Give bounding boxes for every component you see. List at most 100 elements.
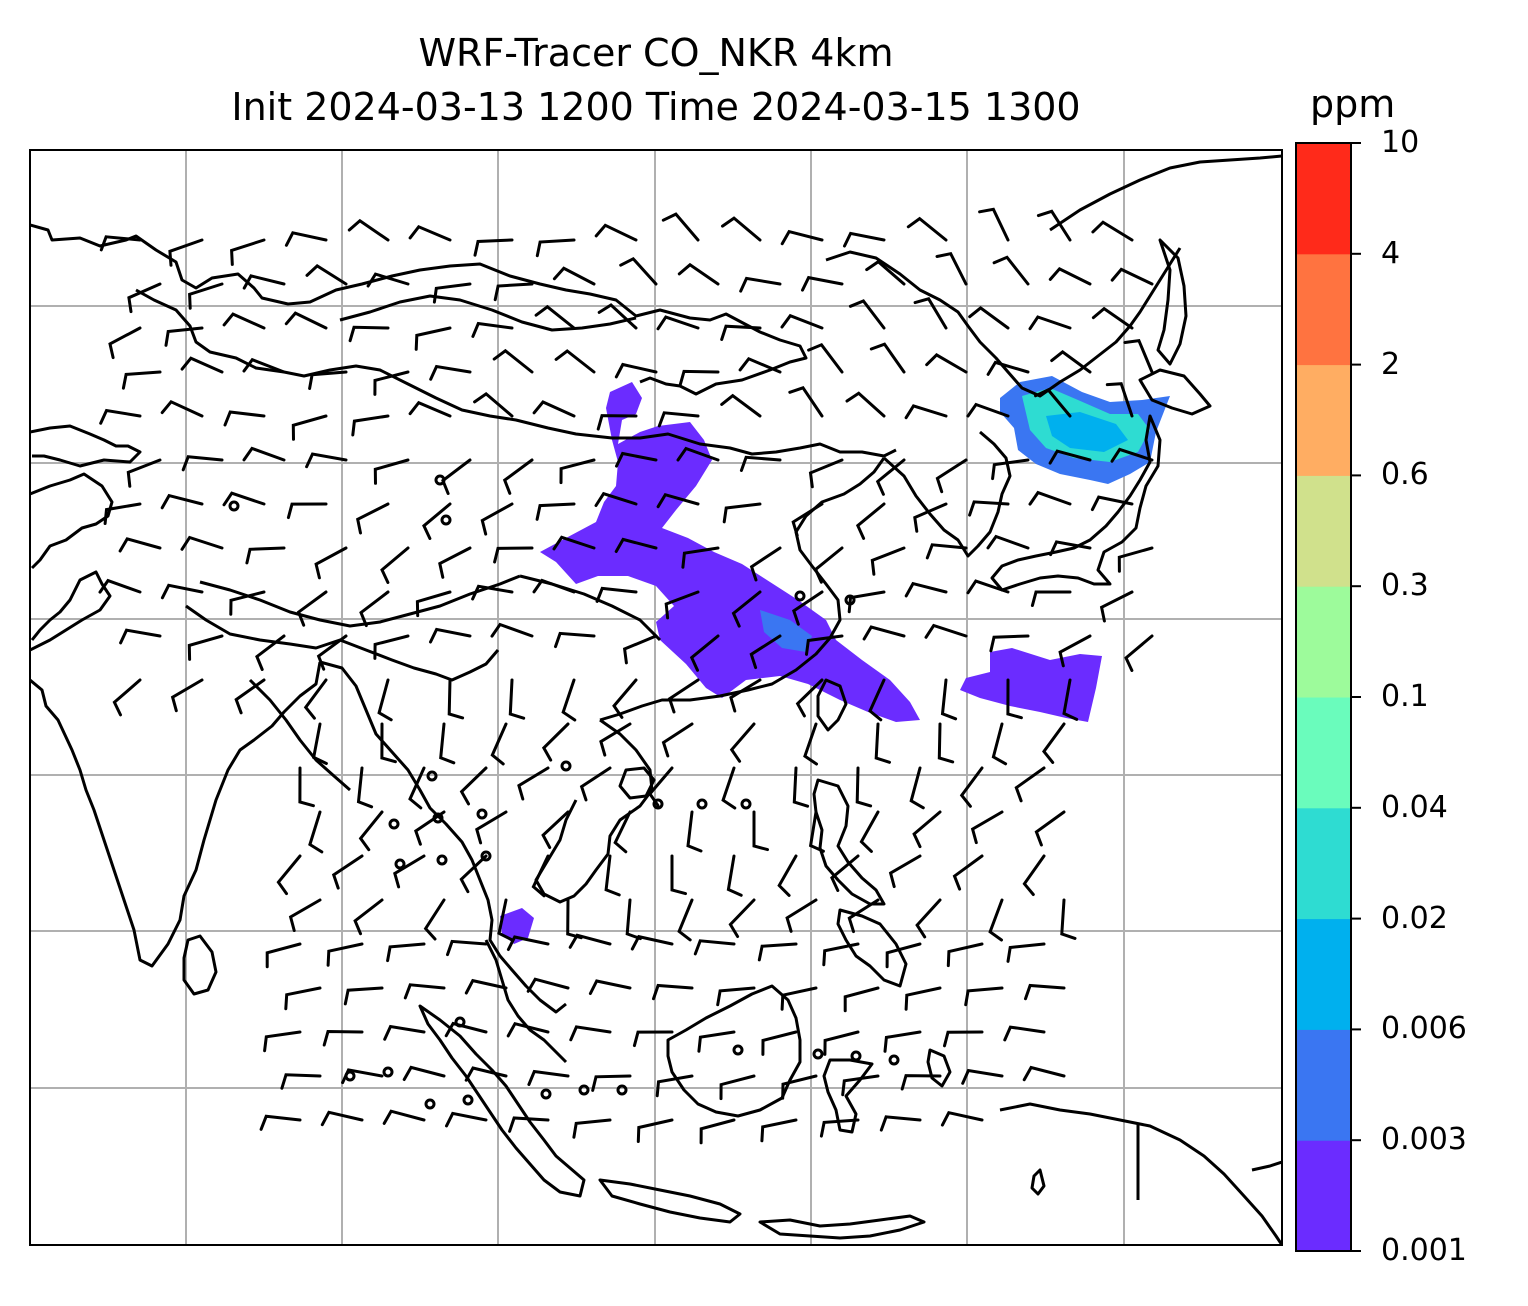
coastline-new-guinea	[999, 1102, 1282, 1245]
wind-barb	[415, 590, 452, 618]
chart-title-line1: WRF-Tracer CO_NKR 4km	[418, 31, 894, 75]
wind-barb	[222, 491, 266, 507]
wind-barb	[946, 942, 984, 968]
coastline-india-west	[30, 570, 112, 652]
colorbar-segment	[1296, 475, 1351, 587]
wind-barb	[904, 404, 948, 420]
wind-barb	[356, 766, 374, 809]
coastline-philippines-south	[836, 908, 908, 988]
wind-barb	[245, 546, 286, 565]
wind-barb	[1123, 338, 1154, 374]
wind-barb	[781, 1074, 818, 1100]
wind-barb	[761, 1030, 798, 1056]
wind-barb	[739, 276, 782, 293]
wind-barb	[749, 634, 782, 670]
wind-barb	[1034, 388, 1072, 418]
wind-barb	[527, 1069, 570, 1086]
wind-barb	[913, 502, 948, 533]
wind-barb	[913, 297, 948, 330]
wind-barb	[534, 304, 576, 330]
wind-barb	[937, 722, 955, 764]
wind-barb	[655, 1074, 694, 1098]
wind-barb	[222, 312, 266, 330]
map-frame	[29, 149, 1283, 1246]
wind-barb	[438, 546, 472, 579]
wind-barb	[843, 986, 880, 1013]
wind-barb	[517, 766, 550, 801]
wind-barb	[625, 898, 642, 941]
colorbar-tick-label: 0.006	[1381, 1011, 1467, 1047]
wind-barb	[320, 1110, 364, 1127]
wind-barb	[493, 546, 534, 564]
wind-barb	[940, 1110, 984, 1127]
wind-barb	[716, 986, 756, 1007]
colorbar-tick-label: 0.1	[1381, 679, 1429, 714]
wind-barb	[230, 238, 266, 266]
wind-barb	[242, 446, 286, 462]
colorbar-segment	[1296, 253, 1351, 366]
wind-barb	[118, 537, 162, 553]
wind-barb	[1060, 898, 1077, 940]
wind-barb	[1003, 1025, 1046, 1042]
wind-barb	[497, 898, 513, 942]
wind-barb	[883, 1030, 922, 1053]
wind-barb	[792, 766, 810, 808]
wind-barb	[284, 311, 328, 330]
wind-barb	[265, 942, 302, 969]
wind-barb	[613, 810, 632, 854]
wind-barb	[280, 1073, 322, 1090]
coastline-far-east-edge	[1251, 1160, 1282, 1172]
wind-barb	[393, 854, 426, 889]
wind-barb	[356, 502, 390, 535]
wind-barb	[599, 722, 632, 757]
wind-barb	[1034, 810, 1066, 847]
wind-barb	[904, 581, 948, 598]
wind-barb	[471, 321, 514, 338]
wind-barb	[615, 451, 658, 468]
tracer-plume-japan-inner	[1046, 412, 1128, 452]
wind-barb	[234, 678, 266, 715]
wind-barb	[473, 392, 514, 418]
wind-barb	[572, 1118, 612, 1139]
wind-barb	[1014, 766, 1046, 803]
wind-barb	[322, 1029, 364, 1047]
wind-barb	[429, 627, 472, 644]
wind-barb	[98, 578, 142, 594]
coastline-hainan	[618, 766, 656, 800]
wind-barb	[843, 231, 886, 248]
wind-barb	[359, 590, 390, 628]
wind-barb	[760, 1118, 798, 1143]
wind-barb	[429, 364, 472, 381]
border-china-interior	[519, 574, 662, 642]
coastline-korea	[882, 430, 1012, 558]
coastline-russia-east	[825, 247, 1182, 398]
coastline-lesser-sunda	[758, 1214, 926, 1240]
wind-barb	[444, 1021, 488, 1038]
wind-barb	[121, 370, 162, 390]
wind-barb	[803, 722, 818, 766]
wind-barb	[780, 313, 824, 330]
colorbar-segment	[1296, 697, 1351, 809]
wind-barb	[298, 766, 315, 808]
wind-barb	[526, 977, 570, 993]
colorbar-tick-label: 0.003	[1381, 1122, 1467, 1158]
wind-barb	[1117, 546, 1154, 573]
wind-barb	[699, 1118, 736, 1145]
wind-barb	[284, 231, 328, 247]
wind-barb	[992, 255, 1030, 286]
wind-barb	[1022, 1065, 1066, 1082]
wind-barb	[885, 942, 922, 969]
wind-barb	[915, 898, 942, 939]
wind-barb	[664, 590, 700, 620]
wind-barb	[678, 369, 720, 387]
wind-barb	[738, 356, 782, 374]
wind-barb	[693, 939, 736, 956]
wind-barb	[366, 272, 410, 288]
wind-barb	[1028, 315, 1072, 331]
wind-barb	[900, 1074, 942, 1091]
wind-barb	[986, 534, 1030, 550]
wind-barb	[728, 898, 756, 938]
wind-barb	[223, 410, 266, 427]
wind-barb	[943, 1030, 984, 1048]
